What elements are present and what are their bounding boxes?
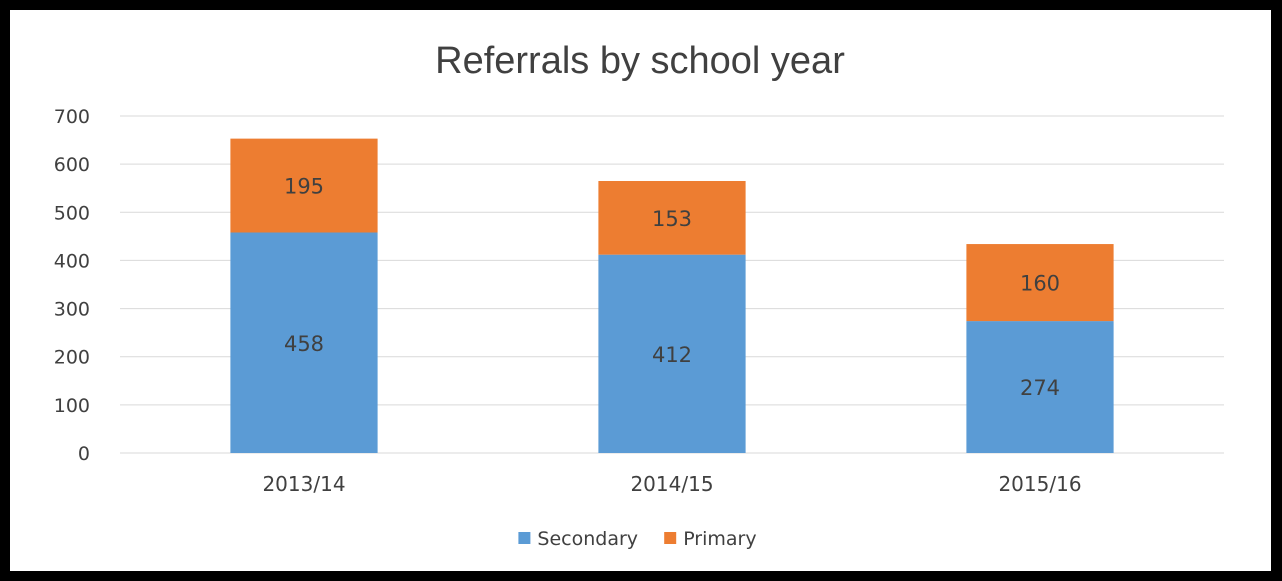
y-tick-label: 100: [54, 395, 90, 417]
data-label: 458: [284, 332, 324, 356]
data-label: 160: [1020, 272, 1060, 296]
stacked-bar-chart: Referrals by school year 0 100 200 300 400 50…: [54, 40, 1224, 550]
y-tick-label: 700: [54, 106, 90, 128]
x-category-label: 2015/16: [998, 472, 1081, 496]
legend: Secondary Primary: [518, 528, 757, 550]
bar-secondary-2: [966, 321, 1114, 453]
bar-primary-1: [598, 180, 746, 255]
data-label: 412: [652, 343, 692, 367]
bar-primary-0: [230, 138, 378, 233]
legend-label: Primary: [683, 528, 756, 550]
data-label: 195: [284, 175, 324, 199]
y-tick-label: 600: [54, 154, 90, 176]
data-labels: 458 195 412 153 274 160: [284, 175, 1060, 400]
bars: [230, 138, 1114, 453]
y-tick-label: 500: [54, 202, 90, 224]
bar-secondary-1: [598, 254, 746, 453]
y-tick-label: 300: [54, 299, 90, 321]
x-category-label: 2013/14: [262, 472, 345, 496]
y-tick-label: 0: [78, 443, 90, 465]
legend-label: Secondary: [537, 528, 638, 550]
x-axis-category-labels: 2013/14 2014/15 2015/16: [262, 472, 1081, 496]
data-label: 153: [652, 207, 692, 231]
legend-swatch-secondary: [518, 532, 531, 544]
y-tick-label: 400: [54, 250, 90, 272]
chart-title: Referrals by school year: [435, 40, 845, 82]
chart-frame: Referrals by school year 0 100 200 300 400 50…: [10, 10, 1271, 571]
y-axis-tick-labels: 0 100 200 300 400 500 600 700: [54, 106, 90, 465]
data-label: 274: [1020, 376, 1060, 400]
x-category-label: 2014/15: [630, 472, 713, 496]
y-tick-label: 200: [54, 347, 90, 369]
bar-secondary-0: [230, 232, 378, 453]
bar-primary-2: [966, 244, 1114, 322]
legend-swatch-primary: [664, 532, 677, 544]
